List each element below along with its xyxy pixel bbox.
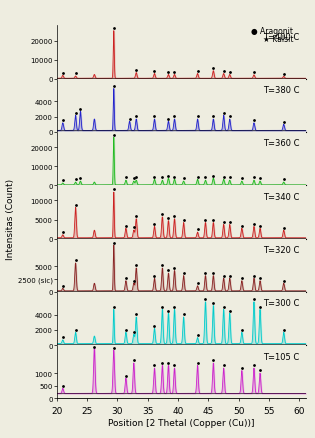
Text: T=320 C: T=320 C bbox=[263, 245, 300, 254]
X-axis label: Position [2 Thetal (Copper (Cu))]: Position [2 Thetal (Copper (Cu))] bbox=[108, 418, 255, 427]
Text: T=360 C: T=360 C bbox=[263, 139, 300, 148]
Text: Intensitas (Count): Intensitas (Count) bbox=[6, 179, 15, 259]
Text: T=340 C: T=340 C bbox=[263, 192, 300, 201]
Text: T=400 C: T=400 C bbox=[263, 33, 300, 42]
Text: T=380 C: T=380 C bbox=[263, 86, 300, 95]
Text: T=105 C: T=105 C bbox=[263, 352, 300, 361]
Text: ★ Kalsit: ★ Kalsit bbox=[263, 35, 293, 44]
Text: T=300 C: T=300 C bbox=[263, 299, 300, 307]
Text: ● Aragonit: ● Aragonit bbox=[251, 27, 293, 36]
